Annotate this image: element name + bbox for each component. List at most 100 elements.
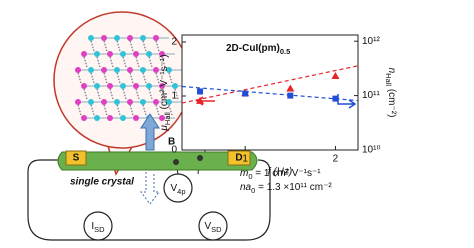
atom (94, 115, 100, 121)
contact (197, 155, 203, 161)
text-part: μ (159, 125, 170, 132)
meter-label: ISD (91, 221, 105, 235)
atom (133, 115, 139, 121)
text-part: I (91, 221, 94, 232)
source-label: S (73, 153, 80, 164)
annotation: m0 = 1 cm² V⁻¹s⁻¹ (240, 168, 321, 182)
meter (163, 173, 193, 203)
atom (120, 51, 126, 57)
meter-label: V4p (170, 183, 185, 197)
crystal-slab (57, 151, 258, 171)
atom (133, 83, 139, 89)
y2-tick-label: 10¹⁰ (362, 145, 380, 156)
point (242, 90, 249, 97)
source-pad (65, 150, 87, 166)
atom (75, 67, 81, 73)
x-tick-label: 2 (333, 154, 339, 165)
field-label: B (168, 137, 175, 148)
text-part: na (240, 182, 252, 193)
fit-line (181, 65, 359, 104)
atom (75, 99, 81, 105)
atom (153, 35, 159, 41)
atom (159, 83, 165, 89)
text-part: 0 (251, 186, 255, 195)
point (286, 84, 295, 92)
atom (133, 51, 139, 57)
fit-line (181, 85, 359, 102)
text-part: (cm⁻²) (386, 86, 397, 117)
atom (107, 51, 113, 57)
atom (88, 35, 94, 41)
atom (127, 35, 133, 41)
text-part: (cm² V⁻¹s⁻¹) (159, 54, 170, 112)
y2-tick-label: 10¹¹ (362, 90, 380, 101)
drain-pad (227, 150, 251, 166)
atom (114, 67, 120, 73)
atom (81, 83, 87, 89)
point (332, 95, 339, 102)
plot-area (181, 34, 359, 151)
atom (107, 115, 113, 121)
x-axis-label: f (Hz) (268, 167, 292, 178)
meter (83, 211, 113, 241)
meter (198, 211, 228, 241)
y2-tick-label: 10¹² (362, 36, 380, 47)
atom (172, 83, 178, 89)
text-part: = 1 cm² V⁻¹s⁻¹ (253, 168, 322, 179)
text-part: Hall (163, 112, 172, 125)
contact (173, 159, 179, 165)
text-part: 2D-CuI(pm) (226, 43, 280, 54)
atom (120, 115, 126, 121)
text-part: Hall (384, 73, 393, 86)
atom (94, 51, 100, 57)
field-arrow (140, 113, 160, 151)
axis-arrow (337, 94, 357, 109)
atom (127, 99, 133, 105)
atom (140, 67, 146, 73)
text-part: n (386, 68, 397, 74)
atom (140, 99, 146, 105)
text-part: V (170, 183, 177, 194)
y-tick-label: 2 (171, 37, 177, 48)
point (287, 92, 294, 99)
y-axis-label: μHall (cm² V⁻¹s⁻¹) (159, 54, 173, 131)
atom (94, 83, 100, 89)
text-part: = 1.3 ×10¹¹ cm⁻² (255, 182, 332, 193)
text-part: m (240, 168, 248, 179)
atom (101, 35, 107, 41)
atom (159, 51, 165, 57)
atom (101, 99, 107, 105)
text-part: 0.5 (280, 47, 290, 56)
point (197, 88, 204, 95)
atom (120, 83, 126, 89)
sample-label: single crystal (70, 177, 134, 188)
atom (140, 35, 146, 41)
atom (146, 83, 152, 89)
atom (146, 51, 152, 57)
atom (88, 99, 94, 105)
atom (81, 115, 87, 121)
meter-label: VSD (204, 221, 222, 235)
point (331, 72, 340, 80)
x-tick-label: 1 (242, 154, 248, 165)
y-tick-label: 1 (171, 91, 177, 102)
text-part: SD (94, 225, 105, 234)
atom (127, 67, 133, 73)
text-part: V (204, 221, 211, 232)
text-part: SD (211, 225, 222, 234)
text-part: 0 (248, 172, 252, 181)
field-arrow-dashed (140, 172, 160, 205)
atom (166, 99, 172, 105)
atom (166, 67, 172, 73)
annotation: na0 = 1.3 ×10¹¹ cm⁻² (240, 182, 332, 196)
drain-label: D (235, 153, 242, 164)
y-tick-label: 0 (171, 145, 177, 156)
atom (81, 51, 87, 57)
atom (159, 115, 165, 121)
atom (114, 99, 120, 105)
wire-loop (27, 159, 271, 241)
atom (88, 67, 94, 73)
atom (153, 99, 159, 105)
